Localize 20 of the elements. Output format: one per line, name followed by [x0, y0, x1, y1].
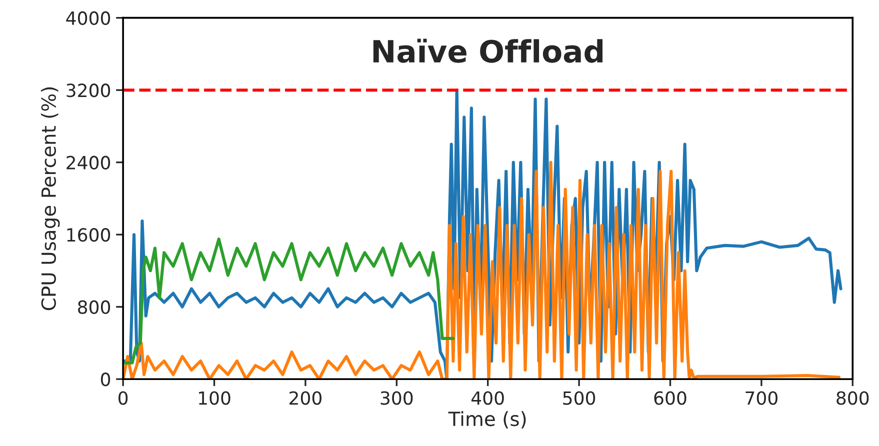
- y-tick-label: 4000: [66, 11, 110, 25]
- line-series: [123, 160, 840, 380]
- y-tick-label: 2400: [66, 156, 110, 170]
- text: Naïve Offload: [373, 38, 603, 63]
- line-series: [123, 238, 455, 364]
- x-tick-label: 700: [746, 391, 778, 405]
- y-axis-title: CPU Usage Percent (%): [40, 87, 60, 310]
- x-tick-label: 300: [380, 391, 413, 405]
- x-tick-label: 800: [836, 391, 869, 405]
- x-tick-label: 500: [563, 391, 596, 405]
- y-tick-label: 1600: [67, 228, 110, 242]
- x-tick-label: 400: [471, 391, 504, 405]
- y-tick-label: 0: [100, 372, 110, 386]
- x-tick-label: 100: [199, 391, 230, 405]
- x-tick-label: 0: [118, 391, 128, 405]
- x-axis-title: Time (s): [448, 411, 526, 428]
- y-tick-label: 3200: [66, 84, 110, 98]
- x-tick-label: 200: [290, 391, 322, 405]
- y-tick-label: 800: [78, 300, 110, 314]
- x-tick-label: 600: [654, 391, 686, 405]
